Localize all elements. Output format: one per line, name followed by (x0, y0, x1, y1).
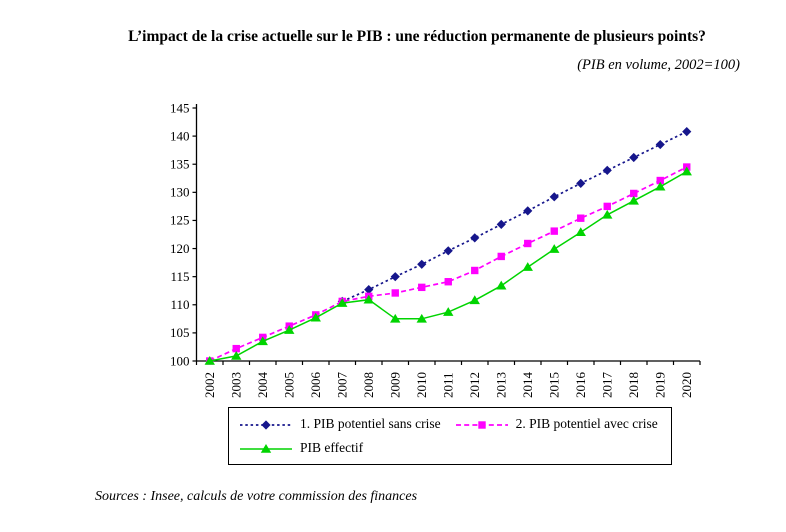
x-axis-year-label: 2004 (255, 372, 270, 399)
x-axis-year-label: 2009 (388, 372, 403, 398)
square-marker (656, 176, 664, 185)
square-marker (444, 278, 452, 286)
triangle-marker (469, 295, 480, 305)
legend-sample-diamond-dashed-line (239, 418, 293, 430)
chart-subtitle: (PIB en volume, 2002=100) (577, 57, 740, 73)
series-line (209, 170, 688, 362)
y-axis-tick-label: 110 (170, 297, 189, 312)
legend-sample-square-dashed-line (455, 418, 509, 430)
x-axis-year-label: 2019 (653, 372, 668, 398)
x-axis-year-label: 2003 (229, 372, 244, 398)
series-line (341, 130, 688, 303)
legend-entry-sans-crise: 1. PIB potentiel sans crise (239, 416, 441, 432)
x-axis-year-label: 2012 (467, 372, 482, 398)
square-marker (391, 289, 399, 297)
x-axis-year-label: 2006 (308, 372, 323, 399)
diamond-marker (523, 206, 533, 216)
triangle-marker (496, 280, 507, 290)
x-axis-year-label: 2017 (600, 372, 615, 399)
x-axis-year-label: 2014 (520, 372, 535, 399)
x-axis-year-label: 2008 (361, 372, 376, 398)
diamond-marker (549, 192, 559, 202)
x-axis-year-label: 2013 (494, 372, 509, 398)
square-marker (524, 239, 532, 248)
diamond-marker (443, 246, 453, 256)
triangle-marker (363, 294, 374, 304)
y-axis-tick-label: 140 (170, 128, 190, 143)
source-note: Sources : Insee, calculs de votre commis… (95, 489, 418, 504)
legend-label-sans-crise: 1. PIB potentiel sans crise (300, 416, 441, 431)
y-axis-tick-label: 145 (170, 100, 190, 115)
diamond-marker (576, 178, 586, 188)
diamond-marker (417, 259, 427, 269)
diamond-marker (390, 272, 400, 282)
x-axis-year-label: 2010 (414, 372, 429, 398)
square-marker (550, 227, 558, 235)
legend-sample-triangle-solid-line (239, 442, 293, 454)
diamond-marker (364, 284, 374, 295)
series-2 (204, 166, 692, 365)
chart-title: L’impact de la crise actuelle sur le PIB… (128, 28, 706, 45)
x-axis-year-label: 2007 (335, 372, 350, 399)
triangle-marker (257, 336, 268, 346)
triangle-marker (681, 166, 692, 176)
axes: 100 105 110 115 120 125 130 135 140 145 2002 2003 20… (170, 100, 701, 399)
square-marker (630, 189, 638, 198)
y-axis-tick-label: 135 (170, 157, 190, 172)
triangle-marker (522, 262, 533, 271)
legend-entry-avec-crise: 2. PIB potentiel avec crise (455, 416, 658, 432)
diamond-marker (602, 165, 612, 176)
series-line (209, 166, 688, 362)
triangle-marker (231, 350, 242, 360)
series-0 (337, 127, 692, 307)
triangle-marker (628, 195, 639, 205)
square-marker (603, 202, 611, 211)
diamond-marker (629, 152, 639, 163)
legend-label-effectif: PIB effectif (300, 440, 364, 455)
triangle-marker (390, 313, 401, 323)
legend-row-2: PIB effectif (239, 436, 671, 460)
triangle-marker (284, 325, 295, 334)
triangle-marker (443, 307, 454, 316)
diamond-marker (470, 233, 480, 243)
y-axis-tick-label: 130 (170, 185, 190, 200)
legend-entry-effectif: PIB effectif (239, 440, 363, 456)
x-axis-year-label: 2015 (547, 372, 562, 398)
triangle-marker (602, 209, 613, 219)
y-axis-tick-label: 120 (170, 241, 190, 256)
y-axis-tick-label: 125 (170, 213, 190, 228)
x-axis-year-label: 2002 (202, 372, 217, 398)
x-axis-year-label: 2018 (626, 372, 641, 398)
square-marker (497, 252, 505, 261)
x-axis-year-label: 2020 (679, 372, 694, 398)
diamond-marker (496, 219, 506, 229)
square-marker (418, 283, 426, 292)
triangle-marker (310, 312, 321, 322)
chart-legend: 1. PIB potentiel sans crise 2. PIB poten… (228, 407, 672, 465)
triangle-marker (337, 298, 348, 307)
triangle-legend-marker (260, 444, 272, 453)
square-marker (577, 214, 585, 222)
legend-row-1: 1. PIB potentiel sans crise 2. PIB poten… (239, 412, 671, 436)
square-marker (232, 344, 240, 353)
diamond-legend-marker (261, 420, 271, 430)
diamond-marker (682, 127, 692, 137)
square-marker (471, 266, 479, 275)
x-axis-year-label: 2005 (282, 372, 297, 398)
square-legend-marker (477, 421, 486, 429)
triangle-marker (416, 313, 427, 323)
y-axis-tick-label: 115 (170, 269, 189, 284)
pib-line-chart: 100 105 110 115 120 125 130 135 140 145 2002 2003 20… (170, 100, 701, 399)
triangle-marker (575, 227, 586, 237)
triangle-marker (655, 181, 666, 191)
triangle-marker (549, 244, 560, 253)
y-axis-tick-label: 105 (170, 325, 190, 340)
x-axis-year-label: 2011 (441, 372, 456, 398)
triangle-marker (204, 356, 215, 365)
y-axis-tick-label: 100 (170, 353, 190, 368)
x-axis-year-label: 2016 (573, 372, 588, 399)
diamond-marker (655, 139, 665, 150)
legend-label-avec-crise: 2. PIB potentiel avec crise (515, 416, 658, 431)
